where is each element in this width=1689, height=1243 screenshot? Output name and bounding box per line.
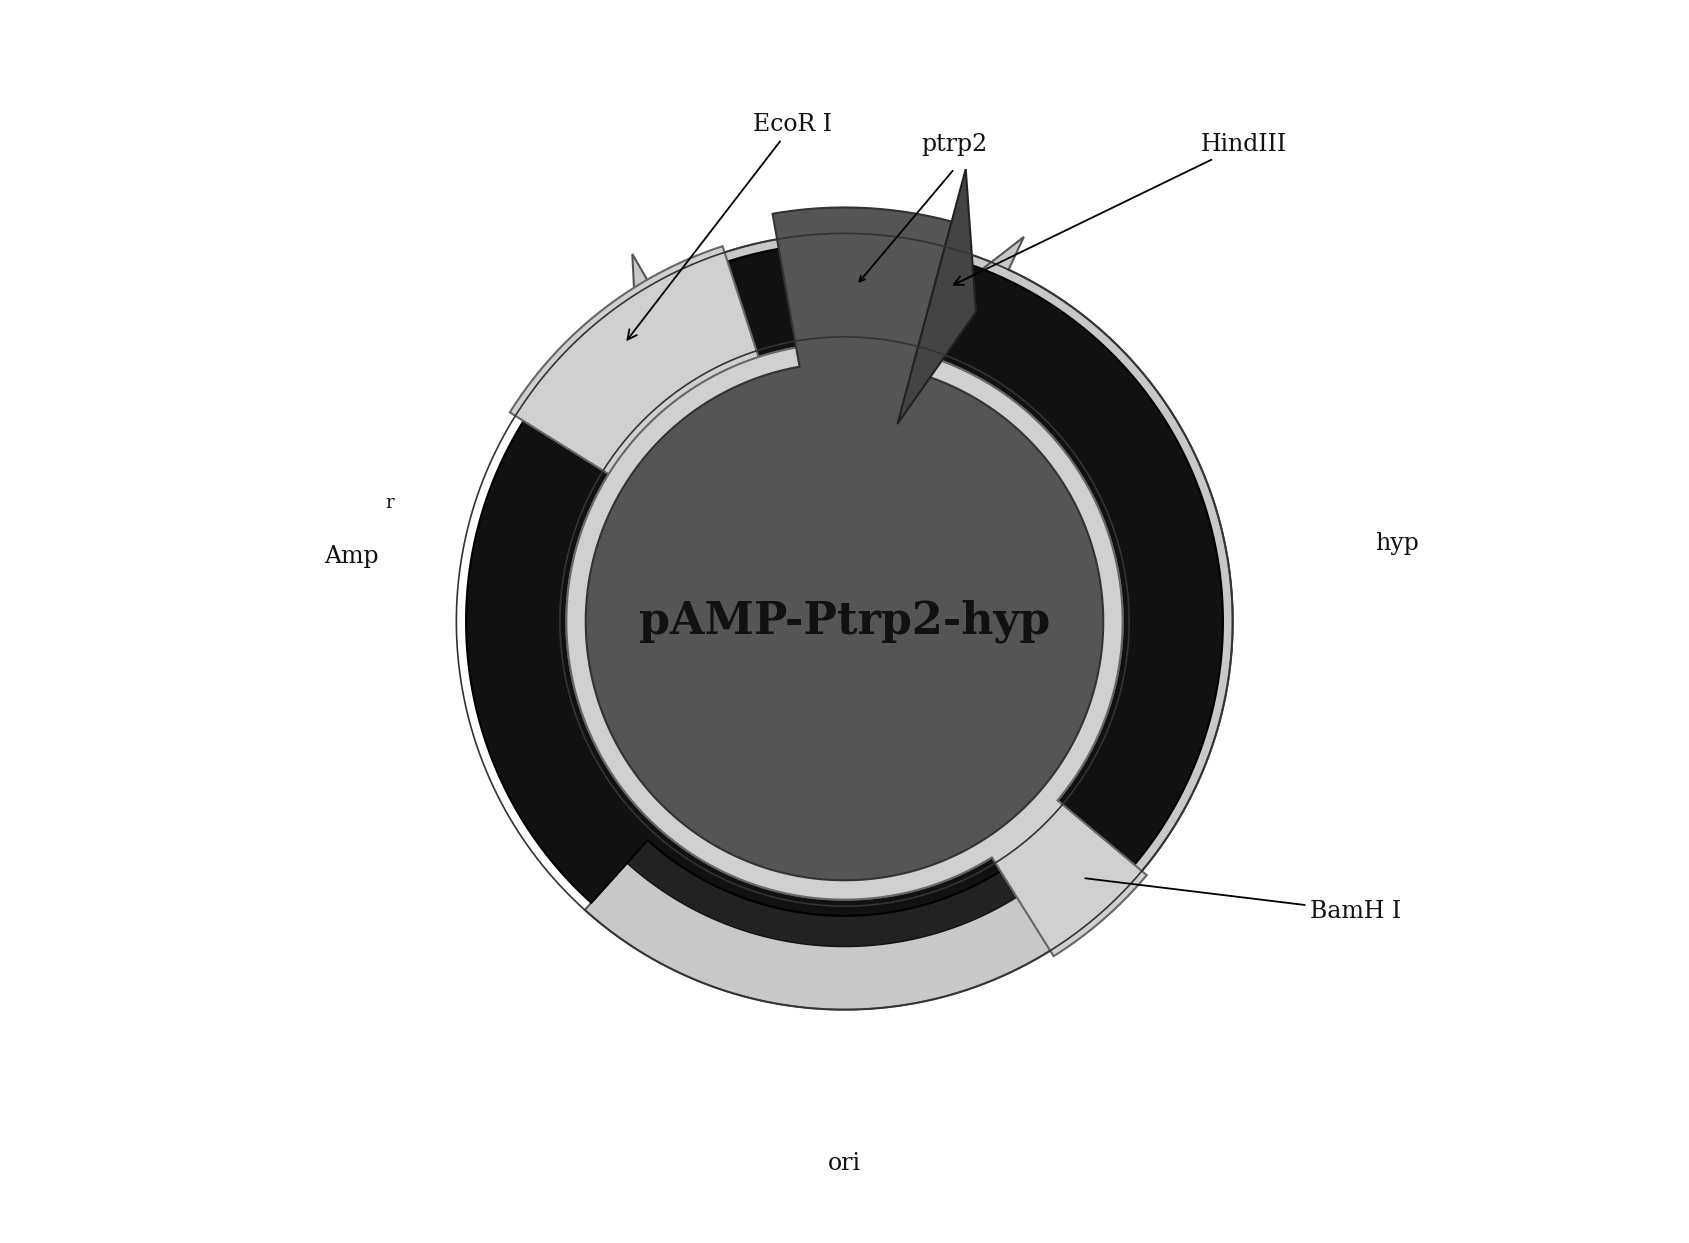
Polygon shape — [520, 275, 1169, 947]
Polygon shape — [559, 234, 1233, 1009]
Polygon shape — [466, 244, 1223, 916]
Polygon shape — [559, 237, 1233, 910]
Text: BamH I: BamH I — [1086, 879, 1402, 922]
Polygon shape — [510, 246, 1123, 900]
Text: ori: ori — [828, 1152, 861, 1175]
Text: hyp: hyp — [1375, 532, 1419, 556]
Text: HindIII: HindIII — [954, 133, 1287, 285]
Text: ptrp2: ptrp2 — [921, 133, 988, 155]
Polygon shape — [566, 343, 1147, 956]
Polygon shape — [586, 208, 1103, 880]
Text: Amp: Amp — [324, 546, 378, 568]
Text: pAMP-Ptrp2-hyp: pAMP-Ptrp2-hyp — [638, 600, 1051, 643]
Text: r: r — [385, 493, 394, 512]
Text: EcoR I: EcoR I — [627, 113, 833, 339]
Polygon shape — [897, 169, 976, 424]
